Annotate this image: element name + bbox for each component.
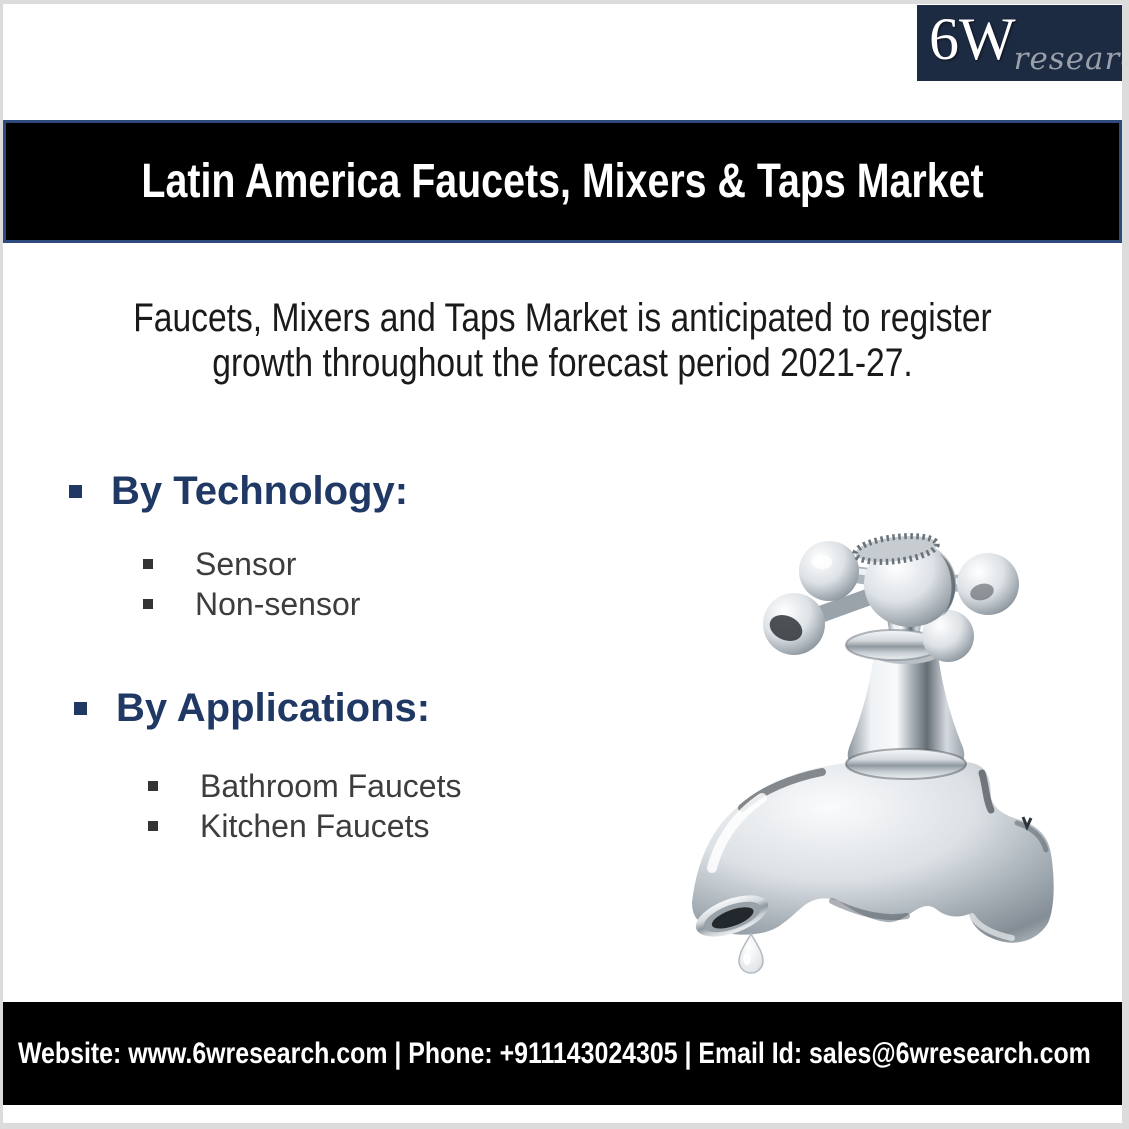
- section-applications-heading-row: By Applications:: [74, 683, 461, 733]
- technology-items: Sensor Non-sensor: [69, 544, 408, 624]
- intro-paragraph: Faucets, Mixers and Taps Market is antic…: [93, 296, 1033, 386]
- list-item: Kitchen Faucets: [74, 806, 461, 846]
- faucet-illustration: [692, 533, 1054, 974]
- contact-line: Website: www.6wresearch.com | Phone: +91…: [18, 1036, 1091, 1070]
- list-item: Non-sensor: [69, 584, 408, 624]
- applications-items: Bathroom Faucets Kitchen Faucets: [74, 766, 461, 846]
- section-applications-heading: By Applications:: [116, 685, 431, 730]
- applications-item-label: Bathroom Faucets: [200, 767, 462, 804]
- faucet-image: [682, 518, 1060, 980]
- section-technology-heading: By Technology:: [111, 468, 409, 513]
- bullet-square-icon: [148, 781, 158, 791]
- list-item: Bathroom Faucets: [74, 766, 461, 806]
- list-item: Sensor: [69, 544, 408, 584]
- page-title: Latin America Faucets, Mixers & Taps Mar…: [141, 155, 984, 208]
- brand-logo: 6W research: [917, 5, 1122, 81]
- logo-6w-text: 6W: [929, 6, 1016, 72]
- intro-line-1: Faucets, Mixers and Taps Market is antic…: [133, 296, 992, 340]
- bullet-square-icon: [143, 599, 153, 609]
- section-applications: By Applications: Bathroom Faucets Kitche…: [74, 683, 461, 846]
- footer-contact-bar: Website: www.6wresearch.com | Phone: +91…: [3, 1002, 1122, 1105]
- section-technology-heading-row: By Technology:: [69, 466, 408, 516]
- section-technology: By Technology: Sensor Non-sensor: [69, 466, 408, 624]
- intro-line-2: growth throughout the forecast period 20…: [212, 341, 913, 385]
- technology-item-label: Non-sensor: [195, 585, 361, 622]
- bullet-square-icon: [74, 701, 87, 715]
- logo-research-text: research: [1013, 41, 1122, 77]
- bullet-square-icon: [143, 559, 153, 569]
- bullet-square-icon: [148, 821, 158, 831]
- technology-item-label: Sensor: [195, 545, 297, 582]
- bullet-square-icon: [69, 484, 82, 498]
- title-banner: Latin America Faucets, Mixers & Taps Mar…: [3, 120, 1122, 243]
- applications-item-label: Kitchen Faucets: [200, 807, 430, 844]
